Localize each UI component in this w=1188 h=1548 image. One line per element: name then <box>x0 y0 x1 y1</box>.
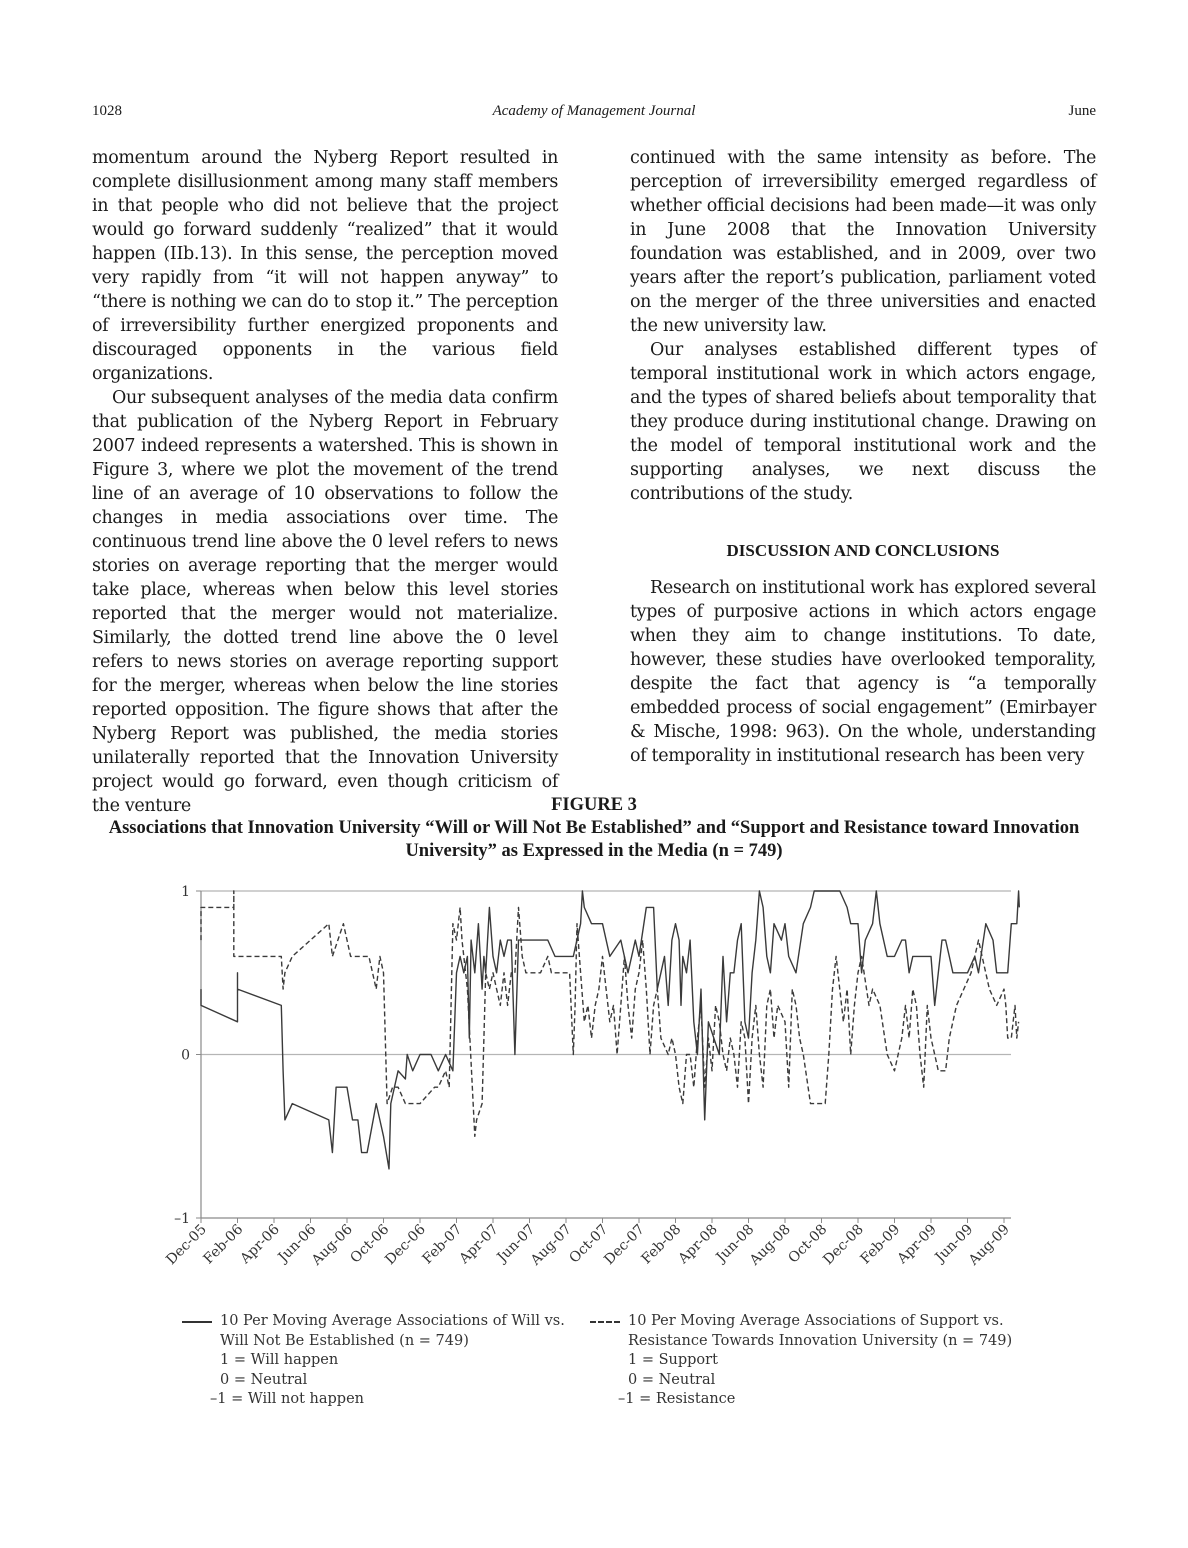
left-column: momentum around the Nyberg Report result… <box>92 146 558 818</box>
x-tick-label: Apr-09 <box>894 1222 940 1268</box>
legend-codes: 1 = Support 0 = Neutral –1 = Resistance <box>588 1351 1028 1410</box>
legend-codes: 1 = Will happen 0 = Neutral –1 = Will no… <box>180 1351 580 1410</box>
legend-entry-support: 10 Per Moving Average Associations of Su… <box>588 1312 1028 1351</box>
legend-code: 1 = Will happen <box>220 1352 339 1368</box>
x-tick-label: Dec-06 <box>382 1221 429 1268</box>
figure-header: FIGURE 3 Associations that Innovation Un… <box>80 794 1108 863</box>
paragraph: Our subsequent analyses of the media dat… <box>92 388 558 816</box>
x-tick-label: Aug-06 <box>308 1221 356 1269</box>
legend-will: 10 Per Moving Average Associations of Wi… <box>180 1312 580 1410</box>
x-tick-label: Feb-09 <box>858 1222 904 1268</box>
paragraph: momentum around the Nyberg Report result… <box>92 148 558 384</box>
x-tick-label: Dec-08 <box>820 1222 867 1269</box>
legend-label: Resistance Towards Innovation University… <box>628 1332 1013 1349</box>
x-tick-label: Feb-08 <box>639 1222 685 1268</box>
journal-title: Academy of Management Journal <box>492 103 696 119</box>
right-column: continued with the same intensity as bef… <box>630 146 1096 768</box>
x-tick-label: Dec-07 <box>601 1222 648 1269</box>
legend-code: 0 = Neutral <box>628 1371 716 1388</box>
legend-label: Will Not Be Established (n = 749) <box>220 1332 469 1349</box>
legend-swatch-solid <box>182 1321 212 1323</box>
legend-entry-will: 10 Per Moving Average Associations of Wi… <box>180 1312 580 1351</box>
series-line-support <box>200 890 1020 1137</box>
section-heading: DISCUSSION AND CONCLUSIONS <box>726 541 1000 560</box>
legend-label: 10 Per Moving Average Associations of Su… <box>628 1313 1004 1329</box>
legend-swatch-dashed <box>590 1321 620 1323</box>
page-number: 1028 <box>92 103 122 119</box>
paragraph: Our analyses established different types… <box>630 340 1096 504</box>
legend-code: –1 = Resistance <box>618 1391 736 1407</box>
running-head: 1028 Academy of Management Journal June <box>92 103 1096 123</box>
x-tick-label: Apr-06 <box>237 1221 283 1267</box>
legend-code: 0 = Neutral <box>220 1371 308 1388</box>
line-chart: 10–1Dec-05Feb-06Apr-06Jun-06Aug-06Oct-06… <box>163 884 1020 1269</box>
x-tick-label: Feb-07 <box>420 1222 466 1268</box>
figure-label: FIGURE 3 <box>551 795 637 815</box>
paragraph: Research on institutional work has explo… <box>630 578 1096 766</box>
legend-code: –1 = Will not happen <box>210 1391 364 1407</box>
issue-month: June <box>1068 103 1097 119</box>
legend-support: 10 Per Moving Average Associations of Su… <box>588 1312 1028 1410</box>
x-tick-label: Dec-05 <box>163 1222 210 1269</box>
x-tick-label: Apr-07 <box>456 1222 502 1268</box>
paragraph: continued with the same intensity as bef… <box>630 148 1096 336</box>
y-tick-label: –1 <box>174 1211 190 1227</box>
figure-caption: Associations that Innovation University … <box>108 818 1080 861</box>
x-tick-label: Feb-06 <box>201 1221 247 1267</box>
series-line-will <box>200 890 1020 1170</box>
legend-label: 10 Per Moving Average Associations of Wi… <box>220 1313 565 1329</box>
y-tick-label: 1 <box>181 884 190 900</box>
legend-code: 1 = Support <box>628 1352 718 1368</box>
x-tick-label: Apr-08 <box>675 1222 721 1268</box>
y-tick-label: 0 <box>181 1048 190 1064</box>
